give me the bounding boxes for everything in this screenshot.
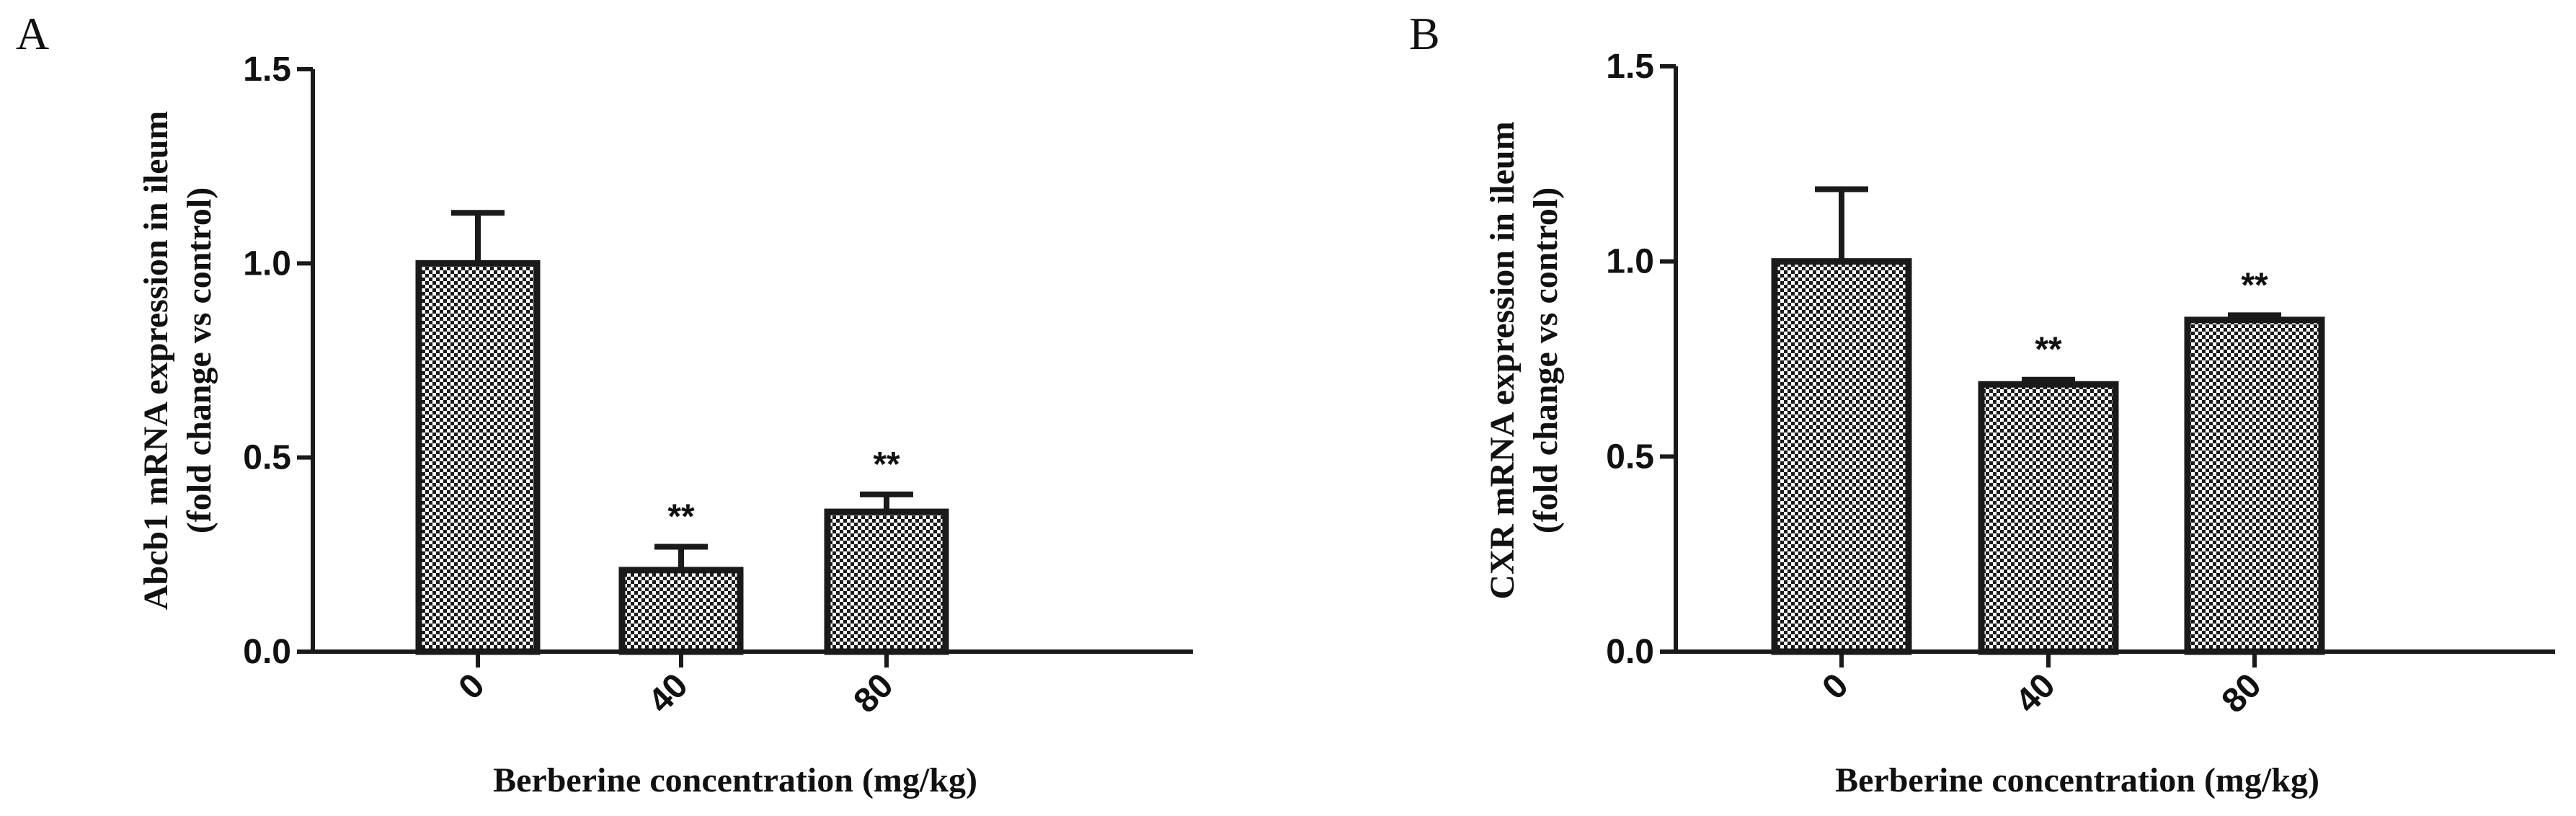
y-tick-label: 1.0 <box>1606 243 1654 281</box>
bar-40 <box>1978 381 2119 655</box>
y-tick-label: 1.5 <box>243 50 291 89</box>
y-tick-label: 0.0 <box>243 633 291 671</box>
bar-0 <box>1771 258 1912 655</box>
x-tick-label-80: 80 <box>2215 666 2269 720</box>
x-tick-label-0: 0 <box>451 666 492 706</box>
bar-series: ** ** <box>1771 186 2325 655</box>
x-tick-label-40: 40 <box>2009 666 2063 720</box>
y-tick-label: 0.0 <box>1606 633 1654 671</box>
y-axis-title-line1: Abcb1 mRNA expression in ileum <box>137 111 175 611</box>
bar-0 <box>415 260 541 655</box>
panel-letter-b: B <box>1409 8 1440 59</box>
significance-label-80: ** <box>873 445 900 484</box>
y-axis-title-line1: CXR mRNA expression in ileum <box>1483 121 1522 599</box>
y-axis-title-line2: (fold change vs control) <box>180 187 218 533</box>
significance-label-80: ** <box>2241 266 2268 304</box>
bar-80 <box>2184 316 2325 655</box>
category-labels: 0 40 80 <box>1815 652 2269 721</box>
chart-panel-b: B 0.0 0.5 1.0 1.5 ** ** 0 40 80 CXR mRNA expre… <box>1409 8 2555 799</box>
bar-80 <box>824 508 949 655</box>
bar-series: ** ** <box>415 210 949 655</box>
y-tick-label: 1.5 <box>1606 48 1654 86</box>
y-tick-label: 1.0 <box>243 244 291 283</box>
x-tick-label-40: 40 <box>641 666 696 720</box>
bar-40 <box>618 567 744 655</box>
significance-label-40: ** <box>667 498 695 536</box>
category-labels: 0 40 80 <box>451 652 901 721</box>
y-tick-label: 0.5 <box>1606 438 1654 476</box>
y-tick-label: 0.5 <box>243 439 291 477</box>
y-axis-title-line2: (fold change vs control) <box>1527 187 1565 533</box>
chart-panel-a: A 0.0 0.5 1.0 1.5 ** ** 0 40 80 Abcb1 mRNA exp… <box>16 8 1193 799</box>
y-axis-ticks: 0.0 0.5 1.0 1.5 <box>1606 48 1676 671</box>
significance-label-40: ** <box>2035 331 2062 369</box>
x-axis-title: Berberine concentration (mg/kg) <box>1835 761 2319 799</box>
x-axis-title: Berberine concentration (mg/kg) <box>493 761 977 799</box>
y-axis-ticks: 0.0 0.5 1.0 1.5 <box>243 50 313 671</box>
panel-letter-a: A <box>16 8 49 59</box>
x-tick-label-0: 0 <box>1815 666 1855 706</box>
x-tick-label-80: 80 <box>847 666 901 720</box>
